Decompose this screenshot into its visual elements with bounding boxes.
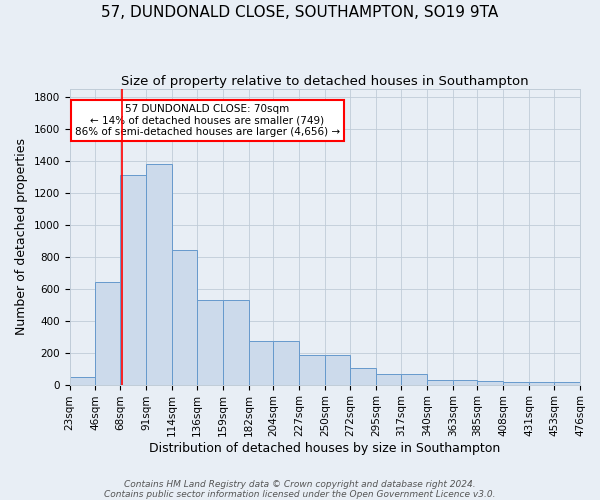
Bar xyxy=(70,376,95,384)
Bar xyxy=(401,374,427,384)
Text: 57, DUNDONALD CLOSE, SOUTHAMPTON, SO19 9TA: 57, DUNDONALD CLOSE, SOUTHAMPTON, SO19 9… xyxy=(101,5,499,20)
Bar xyxy=(120,176,146,384)
X-axis label: Distribution of detached houses by size in Southampton: Distribution of detached houses by size … xyxy=(149,442,500,455)
Bar xyxy=(274,340,299,384)
Text: 57 DUNDONALD CLOSE: 70sqm
← 14% of detached houses are smaller (749)
86% of semi: 57 DUNDONALD CLOSE: 70sqm ← 14% of detac… xyxy=(75,104,340,137)
Bar xyxy=(223,300,249,384)
Bar xyxy=(503,382,529,384)
Bar xyxy=(554,382,580,384)
Bar xyxy=(529,382,554,384)
Bar xyxy=(299,355,325,384)
Y-axis label: Number of detached properties: Number of detached properties xyxy=(15,138,28,336)
Bar xyxy=(452,380,478,384)
Bar xyxy=(146,164,172,384)
Bar xyxy=(325,355,350,384)
Bar xyxy=(376,374,401,384)
Bar xyxy=(427,380,452,384)
Title: Size of property relative to detached houses in Southampton: Size of property relative to detached ho… xyxy=(121,75,529,88)
Text: Contains HM Land Registry data © Crown copyright and database right 2024.
Contai: Contains HM Land Registry data © Crown c… xyxy=(104,480,496,499)
Bar xyxy=(478,382,503,384)
Bar xyxy=(350,368,376,384)
Bar xyxy=(249,340,274,384)
Bar xyxy=(95,282,120,384)
Bar xyxy=(172,250,197,384)
Bar xyxy=(197,300,223,384)
